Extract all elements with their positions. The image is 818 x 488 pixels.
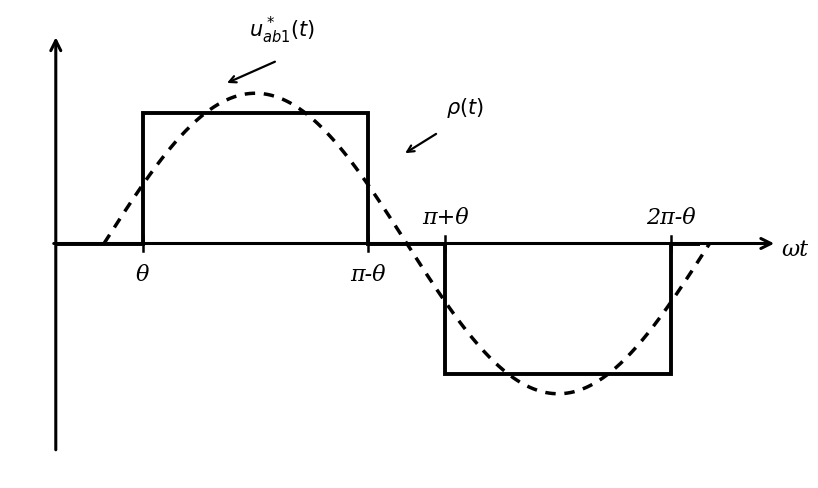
Text: ωt: ωt (782, 238, 809, 260)
Text: π-θ: π-θ (350, 264, 386, 285)
Text: π+θ: π+θ (422, 206, 469, 228)
Text: $u^*_{ab1}(t)$: $u^*_{ab1}(t)$ (249, 15, 315, 46)
Text: $\rho(t)$: $\rho(t)$ (446, 96, 484, 120)
Text: 2π-θ: 2π-θ (646, 206, 696, 228)
Text: θ: θ (136, 264, 149, 285)
